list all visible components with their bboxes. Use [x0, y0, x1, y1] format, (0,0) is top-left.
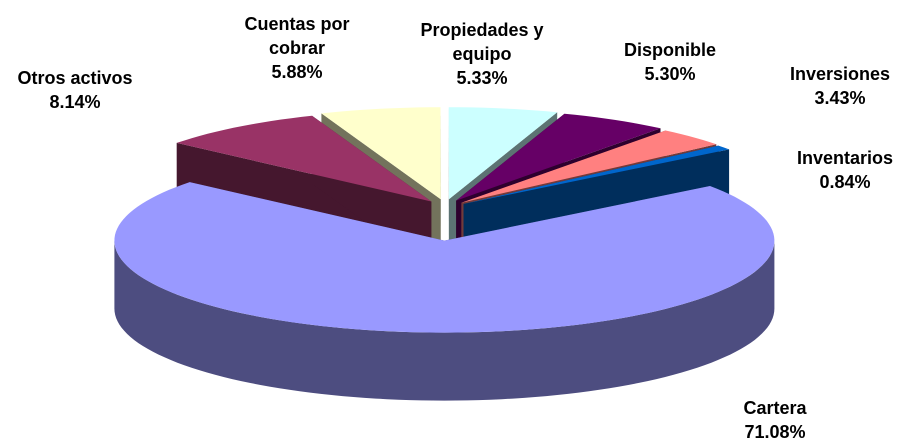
value-label: 0.84% — [819, 172, 871, 192]
category-label: Propiedades y equipo — [420, 20, 544, 64]
slice — [114, 182, 775, 333]
slice-label: Inventarios 0.84% — [765, 146, 908, 194]
slice — [448, 107, 558, 200]
value-label: 71.08% — [744, 422, 806, 442]
slice — [456, 113, 661, 201]
value-label: 5.33% — [456, 68, 508, 88]
value-label: 5.30% — [644, 64, 696, 84]
value-label: 8.14% — [49, 92, 101, 112]
value-label: 5.88% — [271, 62, 323, 82]
category-label: Inversiones — [789, 64, 891, 84]
category-label: Cartera — [743, 398, 807, 418]
category-label: Disponible — [623, 40, 716, 60]
slice-label: Cartera 71.08% — [695, 396, 855, 443]
slice-label: Propiedades y equipo 5.33% — [397, 18, 567, 90]
slice — [461, 130, 717, 203]
category-label: Otros activos — [17, 68, 133, 88]
category-label: Cuentas por cobrar — [244, 14, 350, 58]
slice — [321, 107, 441, 200]
slice-wall — [114, 240, 775, 401]
slice-label: Otros activos 8.14% — [0, 66, 155, 114]
category-label: Inventarios — [796, 148, 894, 168]
slice — [463, 145, 730, 204]
slice-label: Disponible 5.30% — [590, 38, 750, 86]
slice-label: Inversiones 3.43% — [760, 62, 908, 110]
slice-label: Cuentas por cobrar 5.88% — [227, 12, 367, 84]
slice — [176, 115, 432, 202]
value-label: 3.43% — [814, 88, 866, 108]
